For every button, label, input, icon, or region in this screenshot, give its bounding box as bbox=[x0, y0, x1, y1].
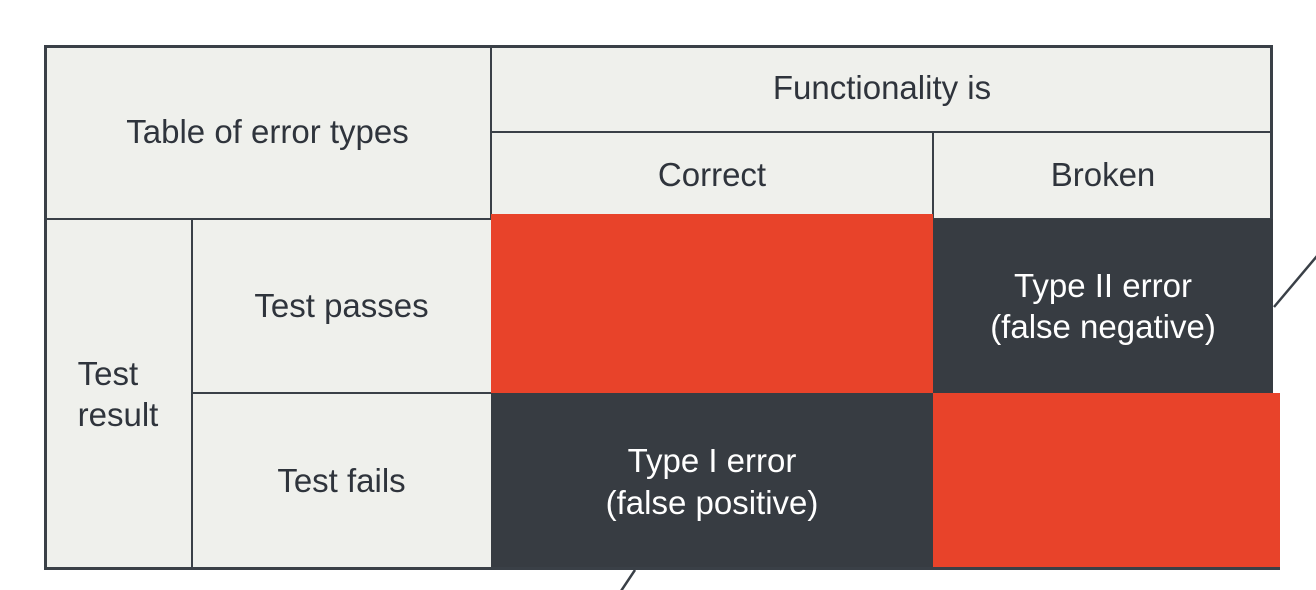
type-1-error-label: Type I error (false positive) bbox=[605, 442, 819, 521]
row-group-header-cell: Test result bbox=[44, 219, 192, 570]
row-header-test-passes-cell: Test passes bbox=[192, 219, 491, 393]
cell-pass-correct bbox=[491, 214, 933, 393]
leader-line-top-right bbox=[1273, 255, 1316, 308]
table-border-top bbox=[44, 45, 1273, 48]
column-group-header-cell: Functionality is bbox=[491, 45, 1273, 132]
table-border-left bbox=[44, 45, 47, 570]
cell-fail-correct: Type I error (false positive) bbox=[491, 393, 933, 570]
grid-line-row-divider bbox=[192, 392, 491, 394]
broken-label: Broken bbox=[1050, 156, 1156, 194]
row-header-test-fails-cell: Test fails bbox=[192, 393, 491, 570]
column-header-correct-cell: Correct bbox=[491, 132, 933, 219]
test-result-label: Test result bbox=[77, 355, 159, 433]
functionality-is-label: Functionality is bbox=[772, 69, 992, 107]
cell-fail-broken bbox=[933, 393, 1280, 567]
grid-line-rowheader-right bbox=[191, 219, 193, 570]
test-fails-label: Test fails bbox=[277, 462, 406, 500]
leader-line-bottom-center bbox=[620, 569, 637, 590]
table-title-cell: Table of error types bbox=[44, 45, 491, 219]
grid-line-title-right bbox=[490, 45, 492, 219]
correct-label: Correct bbox=[657, 156, 767, 194]
test-passes-label: Test passes bbox=[254, 286, 429, 324]
error-types-table: Type II error (false negative) Type I er… bbox=[44, 45, 1280, 570]
column-header-broken-cell: Broken bbox=[933, 132, 1273, 219]
table-border-bottom bbox=[44, 567, 1280, 570]
grid-line-correct-broken bbox=[932, 132, 934, 219]
cell-pass-broken: Type II error (false negative) bbox=[933, 219, 1273, 393]
type-2-error-label: Type II error (false negative) bbox=[990, 266, 1216, 345]
grid-line-under-functionality bbox=[491, 131, 1273, 133]
table-title: Table of error types bbox=[126, 112, 409, 150]
